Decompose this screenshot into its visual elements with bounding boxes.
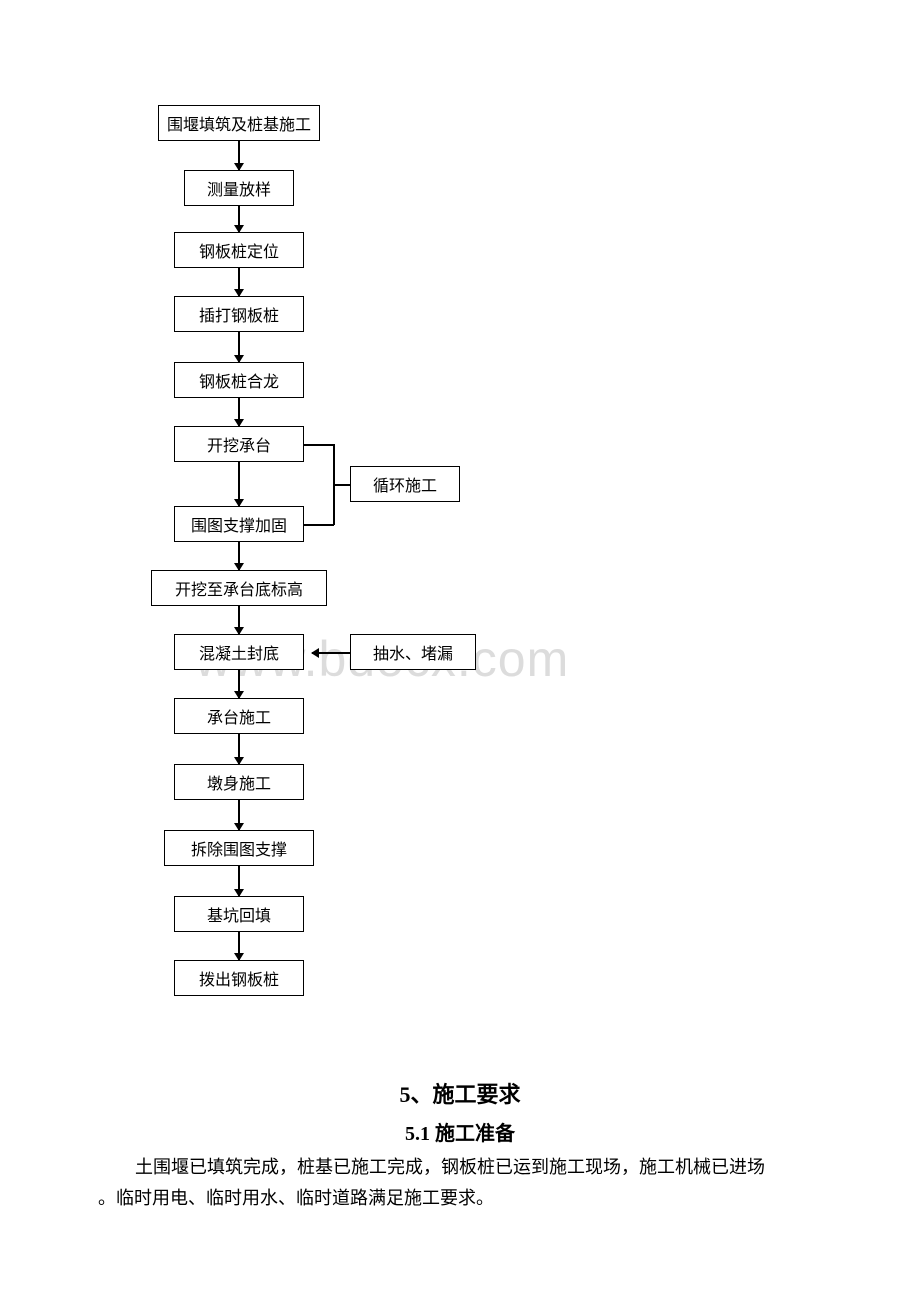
flow-node-side: 抽水、堵漏: [350, 634, 476, 670]
flow-node-11: 墩身施工: [174, 764, 304, 800]
heading-text: 5.1 施工准备: [405, 1123, 515, 1145]
flow-node-12: 拆除围图支撑: [164, 830, 314, 866]
flow-arrow: [238, 206, 240, 232]
paragraph-line-2: 。临时用电、临时用水、临时道路满足施工要求。: [98, 1183, 494, 1215]
flow-arrow: [238, 398, 240, 426]
flow-arrow: [238, 670, 240, 698]
section-heading-5: 5、施工要求: [0, 1077, 920, 1109]
flow-arrow: [238, 866, 240, 896]
flow-arrow: [238, 932, 240, 960]
flow-node-9: 混凝土封底: [174, 634, 304, 670]
flow-node-8: 开挖至承台底标高: [151, 570, 327, 606]
flow-line: [334, 484, 350, 486]
flow-node-2: 测量放样: [184, 170, 294, 206]
flow-node-1: 围堰填筑及桩基施工: [158, 105, 320, 141]
flow-line: [304, 524, 334, 526]
flow-node-5: 钢板桩合龙: [174, 362, 304, 398]
flow-arrow: [238, 606, 240, 634]
flow-node-6: 开挖承台: [174, 426, 304, 462]
flow-node-3: 钢板桩定位: [174, 232, 304, 268]
flow-arrow: [238, 800, 240, 830]
flow-node-13: 基坑回填: [174, 896, 304, 932]
flow-arrow: [238, 542, 240, 570]
flow-line: [304, 444, 334, 446]
section-heading-5-1: 5.1 施工准备: [0, 1117, 920, 1146]
paragraph-line-1: 土围堰已填筑完成，桩基已施工完成，钢板桩已运到施工现场，施工机械已进场: [135, 1152, 765, 1184]
heading-text: 5、施工要求: [399, 1082, 520, 1107]
flow-node-10: 承台施工: [174, 698, 304, 734]
flow-node-loop: 循环施工: [350, 466, 460, 502]
flow-arrow: [238, 268, 240, 296]
flow-node-4: 插打钢板桩: [174, 296, 304, 332]
flow-arrow-left: [312, 652, 350, 654]
flow-node-7: 围图支撑加固: [174, 506, 304, 542]
flow-arrow: [238, 462, 240, 506]
flow-node-14: 拨出钢板桩: [174, 960, 304, 996]
flow-arrow: [238, 141, 240, 170]
flow-arrow: [238, 734, 240, 764]
flow-arrow: [238, 332, 240, 362]
